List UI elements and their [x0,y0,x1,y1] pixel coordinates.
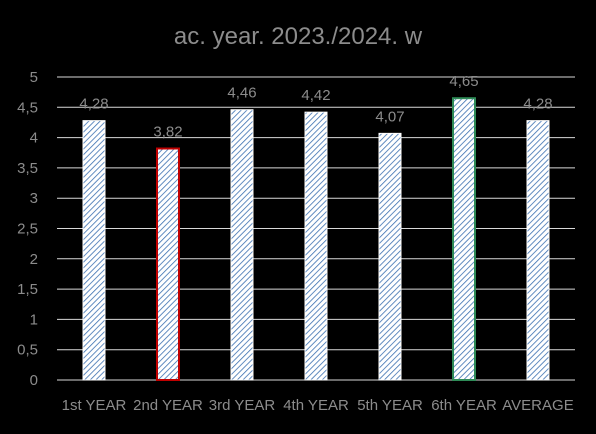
bar [526,120,550,381]
x-tick-label: 5th YEAR [357,397,423,414]
y-axis-ticks: 0 0,5 1 1,5 2 2,5 3 3,5 4 4,5 5 [17,69,38,389]
data-labels: 4,28 3,82 4,46 4,42 4,07 4,65 4,28 [79,73,552,140]
y-tick-label: 2 [30,251,38,268]
data-label: 4,07 [375,108,404,125]
bars [82,97,550,382]
y-tick-label: 3 [30,190,38,207]
bar [378,132,402,381]
data-label: 4,46 [227,85,256,102]
y-tick-label: 3,5 [17,160,38,177]
y-tick-label: 4,5 [17,99,38,116]
data-label: 3,82 [153,124,182,141]
x-tick-label: 3rd YEAR [209,397,276,414]
x-axis-ticks: 1st YEAR 2nd YEAR 3rd YEAR 4th YEAR 5th YEAR… [62,397,574,414]
data-label: 4,28 [79,96,108,113]
bar [304,111,328,381]
bar [452,97,476,382]
y-tick-label: 0,5 [17,342,38,359]
bar [230,109,254,381]
x-tick-label: 2nd YEAR [133,397,203,414]
data-label: 4,42 [301,87,330,104]
x-tick-label: AVERAGE [502,397,573,414]
y-tick-label: 0 [30,372,38,389]
y-tick-label: 2,5 [17,221,38,238]
bar [82,120,106,381]
x-tick-label: 4th YEAR [283,397,349,414]
y-tick-label: 5 [30,69,38,86]
x-tick-label: 1st YEAR [62,397,127,414]
data-label: 4,28 [523,96,552,113]
y-tick-label: 1 [30,311,38,328]
chart-title: ac. year. 2023./2024. w [174,23,423,50]
data-label: 4,65 [449,73,478,90]
y-tick-label: 4 [30,130,38,147]
x-tick-label: 6th YEAR [431,397,497,414]
bar [156,147,180,381]
y-tick-label: 1,5 [17,281,38,298]
